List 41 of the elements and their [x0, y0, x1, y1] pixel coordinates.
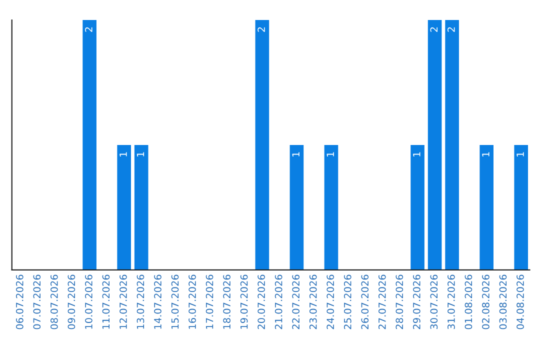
data-label: 2	[448, 27, 455, 32]
x-tick-label: 31.07.2026	[448, 274, 455, 330]
x-tick-label: 24.07.2026	[326, 274, 334, 330]
x-tick-label: 29.07.2026	[413, 274, 420, 330]
x-tick-label: 26.07.2026	[361, 274, 369, 330]
x-tick-label: 04.08.2026	[516, 274, 524, 330]
x-tick-label: 07.07.2026	[33, 274, 41, 330]
x-tick-label: 09.07.2026	[68, 274, 76, 330]
x-tick-label: 23.07.2026	[309, 274, 317, 330]
x-tick-label: 20.07.2026	[258, 274, 265, 330]
x-tick-label: 28.07.2026	[396, 274, 404, 330]
data-label: 1	[136, 152, 144, 156]
x-tick-label: 16.07.2026	[188, 274, 196, 329]
data-label: 1	[413, 152, 420, 156]
x-tick-label: 01.08.2026	[464, 274, 472, 330]
x-tick-label: 11.07.2026	[102, 274, 110, 329]
x-tick-label: 03.08.2026	[499, 274, 507, 330]
data-label: 1	[120, 152, 127, 156]
x-tick-label: 12.07.2026	[120, 274, 127, 329]
data-label: 1	[516, 152, 524, 156]
x-tick-label: 14.07.2026	[154, 274, 162, 329]
data-label: 2	[430, 27, 438, 32]
data-label: 2	[258, 27, 265, 32]
x-tick-label: 19.07.2026	[240, 274, 248, 329]
x-tick-label: 22.07.2026	[292, 274, 300, 330]
x-tick-label: 10.07.2026	[85, 274, 92, 329]
x-tick-label: 08.07.2026	[50, 274, 58, 330]
data-label: 1	[292, 152, 300, 156]
x-tick-label: 25.07.2026	[344, 274, 352, 330]
x-tick-label: 21.07.2026	[274, 274, 282, 330]
x-tick-label: 30.07.2026	[430, 274, 438, 330]
x-tick-label: 15.07.2026	[171, 274, 179, 329]
data-label: 1	[326, 152, 334, 156]
x-tick-label: 18.07.2026	[223, 274, 230, 329]
x-tick-label: 17.07.2026	[206, 274, 214, 329]
x-tick-label: 13.07.2026	[136, 274, 144, 329]
x-tick-label: 06.07.2026	[16, 274, 24, 330]
data-label: 1	[482, 152, 490, 156]
data-label: 2	[85, 27, 92, 32]
x-tick-label: 27.07.2026	[378, 274, 386, 330]
x-tick-label: 02.08.2026	[482, 274, 490, 330]
